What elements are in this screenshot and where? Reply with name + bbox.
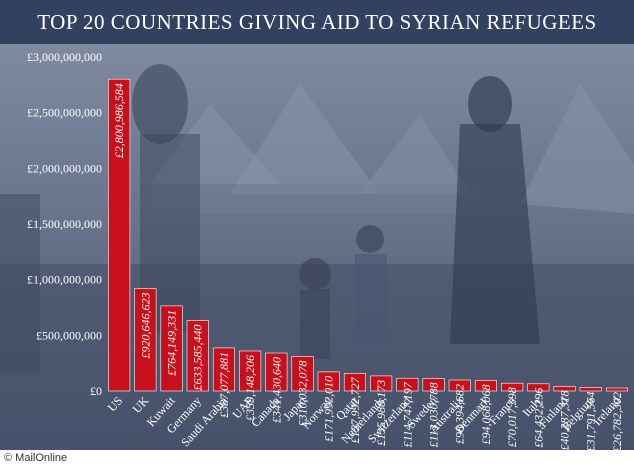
credit-text: © MailOnline	[4, 452, 68, 464]
category-label: US	[105, 394, 126, 415]
value-label: £2,800,986,584	[112, 83, 126, 158]
bar-switzerland	[396, 377, 419, 392]
value-label: £359,148,206	[243, 355, 257, 421]
bar-uae	[239, 350, 262, 392]
value-labels: £2,800,986,584 £920,646,623 £764,149,331 £6…	[112, 83, 624, 450]
value-label: £341,430,640	[269, 357, 283, 423]
bar-chart: £0 £500,000,000 £1,000,000,000 £1,500,000,0…	[27, 50, 629, 450]
bar-us	[108, 78, 131, 392]
footer	[0, 450, 634, 469]
background-photo	[0, 44, 634, 450]
value-label: £40,287,318	[558, 391, 572, 451]
value-label: £31,791,564	[584, 392, 598, 451]
value-label: £114,747,197	[400, 381, 414, 447]
bar-finland	[553, 386, 576, 392]
bar-netherlands	[370, 375, 393, 392]
bar-saudi-arabia	[212, 347, 235, 392]
value-label: £135,988,173	[374, 380, 388, 446]
bar-australia	[448, 379, 471, 392]
value-label: £94,068,068	[479, 385, 493, 445]
bars	[108, 78, 629, 392]
value-label: £26,782,302	[610, 392, 624, 450]
value-label: £113,030,788	[427, 382, 441, 447]
title-bar	[0, 0, 634, 44]
value-label: £157,992,727	[348, 376, 362, 443]
bar-sweden	[422, 378, 445, 392]
bar-norway	[317, 371, 340, 392]
y-tick-label: £0	[90, 384, 102, 398]
value-label: £98,394,682	[453, 384, 467, 444]
y-tick-label: £3,000,000,000	[27, 50, 102, 64]
y-tick-label: £2,500,000,000	[27, 106, 102, 120]
value-label: £920,646,623	[138, 293, 152, 359]
value-label: £64,432,296	[531, 388, 545, 448]
value-label: £310,032,078	[296, 361, 310, 427]
chart-title: TOP 20 COUNTRIES GIVING AID TO SYRIAN RE…	[37, 10, 597, 34]
category-label: UK	[130, 393, 152, 415]
y-tick-label: £2,000,000,000	[27, 161, 102, 175]
y-tick-label: £1,000,000,000	[27, 273, 102, 287]
y-axis: £0 £500,000,000 £1,000,000,000 £1,500,000,0…	[27, 50, 102, 398]
bar-qatar	[343, 373, 367, 392]
bar-uk	[134, 288, 157, 392]
y-tick-label: £500,000,000	[36, 328, 102, 342]
bar-italy	[527, 383, 550, 392]
value-label: £633,585,440	[191, 325, 205, 391]
y-tick-label: £1,500,000,000	[27, 217, 102, 231]
bar-france	[501, 382, 524, 392]
bar-kuwait	[160, 305, 183, 392]
value-label: £70,017,598	[505, 387, 519, 447]
bar-denmark	[474, 380, 498, 392]
value-label: £387,077,881	[217, 352, 231, 418]
value-label: £764,149,331	[165, 310, 179, 376]
bar-canada	[265, 352, 288, 392]
bar-belgium	[579, 387, 602, 392]
bar-ireland	[605, 387, 629, 392]
bar-germany	[186, 320, 209, 392]
value-label: £171,992,010	[322, 376, 336, 442]
bar-japan	[291, 356, 314, 392]
